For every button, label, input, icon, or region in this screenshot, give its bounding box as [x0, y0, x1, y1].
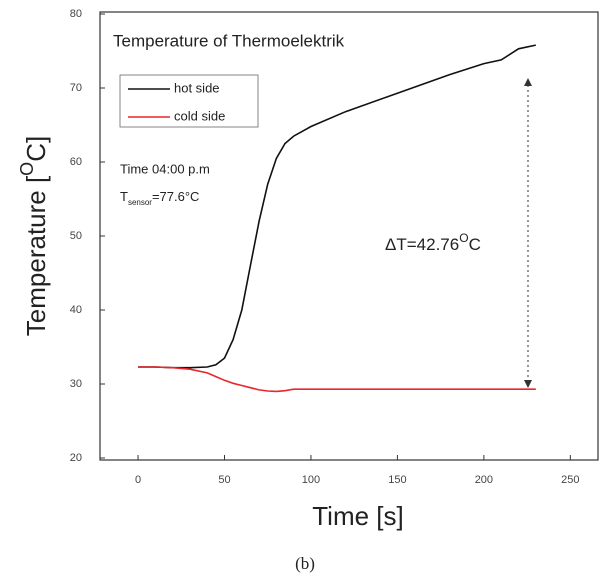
y-axis-label: Temperature [OC] [17, 136, 51, 336]
legend-label: hot side [174, 80, 220, 95]
y-tick-label: 80 [70, 8, 82, 20]
series-line [138, 44, 536, 369]
annotation-part: =77.6°C [152, 189, 199, 204]
x-tick-label: 200 [475, 474, 493, 486]
annotation-part: T [120, 189, 128, 204]
series-line [138, 366, 536, 393]
annotation-sup: O [459, 231, 468, 245]
legend-box [119, 74, 259, 128]
legend: hot side cold side [119, 74, 259, 128]
x-tick-label: 150 [388, 474, 406, 486]
annotation-part: C [469, 235, 481, 254]
legend-label: cold side [174, 108, 225, 123]
y-label-sup: O [17, 162, 37, 176]
y-tick-label: 40 [70, 304, 82, 316]
y-tick-label: 60 [70, 156, 82, 168]
annotation: Tsensor=77.6°C [120, 189, 199, 207]
y-tick-label: 20 [70, 452, 82, 464]
annotation-sub: sensor [128, 198, 152, 207]
caption: (b) [295, 554, 315, 573]
x-axis-label: Time [s] [312, 501, 403, 531]
annotation-part: ΔT=42.76 [385, 235, 459, 254]
x-tick-label: 50 [218, 474, 230, 486]
x-tick-label: 250 [561, 474, 579, 486]
x-tick-label: 0 [135, 474, 141, 486]
y-label-text: Temperature [ [21, 175, 51, 336]
y-tick-label: 30 [70, 378, 82, 390]
annotation: Time 04:00 p.m [120, 161, 210, 176]
y-label-end: C] [21, 136, 51, 162]
y-tick-label: 70 [70, 82, 82, 94]
y-tick-label: 50 [70, 230, 82, 242]
annotation: ΔT=42.76OC [385, 231, 481, 254]
chart-title: Temperature of Thermoelektrik [113, 31, 345, 50]
x-tick-label: 100 [302, 474, 320, 486]
